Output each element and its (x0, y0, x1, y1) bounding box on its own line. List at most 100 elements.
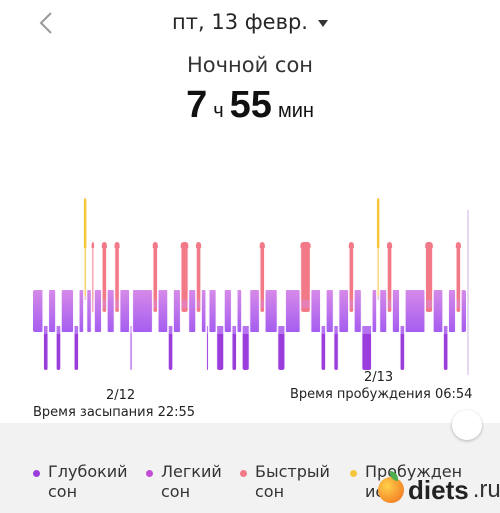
stage-segment-light (432, 290, 444, 332)
stage-connector (206, 326, 209, 334)
stage-divider (332, 248, 335, 370)
stage-divider (241, 248, 243, 370)
stage-divider (276, 248, 279, 370)
stage-divider (78, 248, 80, 370)
stage-connector (91, 300, 95, 308)
stage-segment-light (119, 290, 130, 332)
stage-connector (129, 326, 133, 334)
stage-segment-light (264, 290, 278, 332)
date-selector[interactable]: пт, 13 февр. (0, 8, 500, 36)
stage-divider (42, 248, 44, 370)
stage-connector (376, 296, 380, 300)
stage-divider (386, 248, 388, 370)
duration-hours: 7 (186, 84, 208, 126)
stage-segment-deep (399, 332, 405, 370)
duration-minutes: 55 (229, 84, 272, 126)
back-button[interactable] (32, 8, 60, 38)
stage-connector (43, 326, 49, 334)
stage-divider (55, 248, 57, 370)
stage-connector (231, 326, 237, 334)
stage-divider (187, 248, 190, 370)
stage-divider (151, 248, 154, 370)
stage-divider (264, 248, 266, 370)
dropdown-caret-icon (317, 19, 328, 27)
stage-segment-light (201, 290, 207, 332)
stage-connector (180, 300, 189, 308)
stage-segment-light (310, 290, 321, 332)
watermark-tld: .ru (472, 476, 500, 503)
stage-segment-light (448, 290, 456, 332)
stage-segment-light (371, 290, 377, 332)
date-label: пт, 13 февр. (172, 10, 308, 34)
stage-segment-light (460, 290, 466, 332)
stage-divider (353, 248, 355, 370)
sleep-duration: 7 ч 55 мин (0, 84, 500, 127)
stage-segment-rem (152, 242, 158, 312)
stage-divider (460, 248, 462, 370)
stage-segment-light (78, 290, 84, 332)
stage-divider (205, 248, 207, 370)
end-date-label: 2/13 (364, 370, 394, 385)
stage-segment-deep (277, 332, 286, 370)
stage-segment-light (249, 290, 260, 332)
stage-connector (443, 326, 449, 334)
chevron-left-icon (39, 12, 52, 34)
stage-divider (320, 248, 322, 370)
stage-divider (371, 248, 373, 370)
legend-label: Глубокий сон (48, 462, 128, 501)
stage-segment-deep (55, 332, 61, 370)
stage-divider (248, 248, 251, 370)
stage-divider (230, 248, 233, 370)
stage-segment-rem (425, 242, 433, 312)
stage-divider (299, 248, 302, 370)
stage-divider (179, 248, 182, 370)
stage-divider (85, 248, 88, 370)
stage-divider (172, 248, 174, 370)
stage-connector (216, 326, 224, 334)
stage-divider (101, 248, 103, 370)
stage-segment-light (404, 290, 426, 332)
stage-segment-rem (455, 242, 461, 312)
stage-divider (432, 248, 434, 370)
stage-segment-deep (216, 332, 224, 370)
stage-segment-rem (101, 242, 107, 312)
stage-divider (391, 248, 393, 370)
legend-item: Быстрый сон (240, 462, 330, 502)
stage-divider (309, 248, 312, 370)
stage-divider (236, 248, 238, 370)
legend-dot-icon (146, 470, 153, 477)
stage-divider (325, 248, 327, 370)
legend-label: Легкий сон (161, 462, 222, 501)
duration-hours-unit: ч (213, 100, 224, 122)
stage-segment-light (208, 290, 217, 332)
peach-icon (378, 471, 404, 503)
stage-divider (404, 248, 406, 370)
wake-time-label: Время пробуждения 06:54 (290, 387, 473, 402)
stage-divider (376, 248, 378, 370)
stage-connector (114, 300, 120, 308)
stage-segment-rem (387, 242, 393, 312)
stage-divider (47, 248, 50, 370)
stage-divider (113, 248, 116, 370)
stage-segment-light (224, 290, 232, 332)
stage-divider (90, 248, 93, 370)
stage-connector (168, 326, 174, 334)
scroll-handle[interactable] (452, 410, 482, 440)
legend-item: Глубокий сон (33, 462, 128, 502)
chart-end-marker (467, 210, 469, 375)
stage-segment-deep (320, 332, 326, 370)
stage-segment-light (236, 290, 242, 332)
stage-segment-light (392, 290, 400, 332)
stage-divider (195, 248, 197, 370)
stage-segment-light (132, 290, 153, 332)
stage-connector (387, 300, 393, 308)
watermark-logo: diets .ru (378, 471, 500, 507)
stage-connector (455, 300, 461, 308)
stage-connector (196, 300, 202, 308)
sleep-hypnogram-chart[interactable] (0, 180, 500, 420)
stage-segment-light (61, 290, 74, 332)
legend-panel (0, 423, 500, 513)
stage-divider (118, 248, 121, 370)
stage-segment-light (173, 290, 181, 332)
stage-connector (55, 326, 61, 334)
